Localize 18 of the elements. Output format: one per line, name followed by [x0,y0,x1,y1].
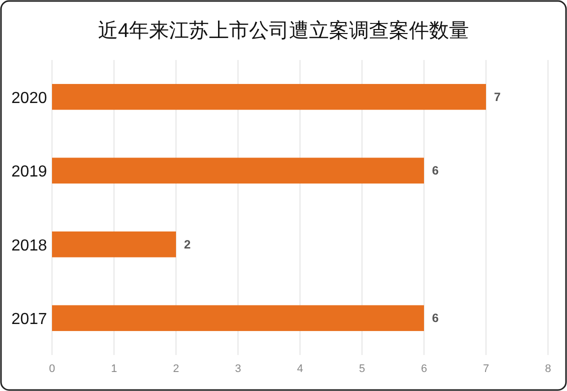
x-tick-label: 4 [296,363,304,375]
x-tick-label: 3 [234,363,242,375]
x-tick-label: 2 [172,363,180,375]
x-tick-label: 0 [48,363,56,375]
data-label: 7 [494,90,501,104]
data-label: 6 [432,164,439,178]
x-tick-label: 1 [110,363,118,375]
y-tick-label: 2017 [11,311,48,328]
data-label: 2 [184,237,191,252]
y-tick-label: 2020 [11,90,48,107]
title: 近4年来江苏上市公司遭立案调查案件数量 [98,20,470,42]
x-tick-label: 5 [358,363,366,375]
y-tick-label: 2019 [11,164,48,181]
data-label: 6 [432,311,439,326]
y-tick-label: 2018 [11,237,48,254]
x-tick-label: 7 [482,363,490,375]
x-tick-label: 8 [544,363,552,375]
x-tick-label: 6 [420,363,428,375]
